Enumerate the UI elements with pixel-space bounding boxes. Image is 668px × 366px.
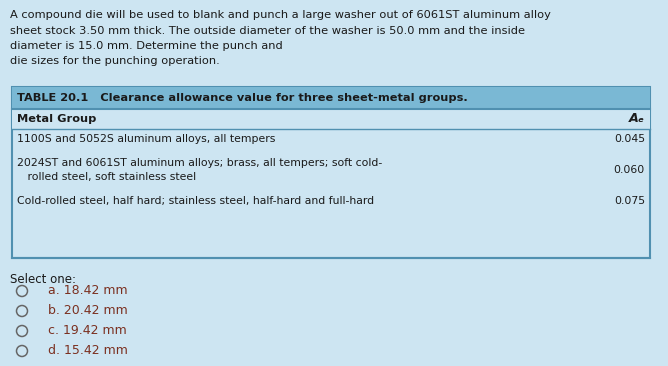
Text: b. 20.42 mm: b. 20.42 mm <box>48 305 128 317</box>
Text: d. 15.42 mm: d. 15.42 mm <box>48 344 128 358</box>
Text: Aₑ: Aₑ <box>629 112 645 126</box>
Text: 0.045: 0.045 <box>614 134 645 144</box>
Text: TABLE 20.1   Clearance allowance value for three sheet-metal groups.: TABLE 20.1 Clearance allowance value for… <box>17 93 468 103</box>
Bar <box>12 87 650 109</box>
Text: c. 19.42 mm: c. 19.42 mm <box>48 325 127 337</box>
Text: sheet stock 3.50 mm thick. The outside diameter of the washer is 50.0 mm and the: sheet stock 3.50 mm thick. The outside d… <box>10 26 525 36</box>
Bar <box>12 87 650 258</box>
Text: 2024ST and 6061ST aluminum alloys; brass, all tempers; soft cold-
   rolled stee: 2024ST and 6061ST aluminum alloys; brass… <box>17 158 382 182</box>
Text: Metal Group: Metal Group <box>17 114 96 124</box>
Bar <box>12 109 650 129</box>
Text: Cold-rolled steel, half hard; stainless steel, half-hard and full-hard: Cold-rolled steel, half hard; stainless … <box>17 196 374 206</box>
Text: 1100S and 5052S aluminum alloys, all tempers: 1100S and 5052S aluminum alloys, all tem… <box>17 134 275 144</box>
Text: 0.060: 0.060 <box>614 165 645 175</box>
Text: a. 18.42 mm: a. 18.42 mm <box>48 284 128 298</box>
Text: 0.075: 0.075 <box>614 196 645 206</box>
Text: A compound die will be used to blank and punch a large washer out of 6061ST alum: A compound die will be used to blank and… <box>10 10 551 20</box>
Text: die sizes for the punching operation.: die sizes for the punching operation. <box>10 56 220 67</box>
Text: Select one:: Select one: <box>10 273 76 286</box>
Text: diameter is 15.0 mm. Determine the punch and: diameter is 15.0 mm. Determine the punch… <box>10 41 283 51</box>
